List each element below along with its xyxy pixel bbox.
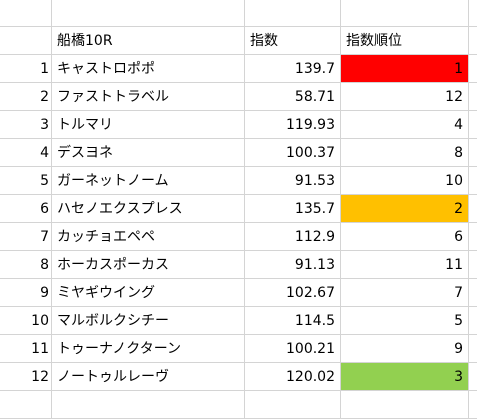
- index-value-cell[interactable]: 58.71: [245, 83, 341, 111]
- table-row: 12 ノートゥルレーヴ 120.02 3: [0, 363, 477, 391]
- rank-cell[interactable]: 4: [341, 111, 469, 139]
- table-row: 3 トルマリ 119.93 4: [0, 111, 477, 139]
- cell[interactable]: [469, 195, 477, 223]
- horse-name-cell[interactable]: トゥーナノクターン: [52, 335, 245, 363]
- rank-cell-highlighted[interactable]: 1: [341, 55, 469, 83]
- horse-name-cell[interactable]: トルマリ: [52, 111, 245, 139]
- cell[interactable]: [469, 111, 477, 139]
- cell[interactable]: [469, 251, 477, 279]
- header-number-cell[interactable]: [0, 27, 52, 55]
- cell[interactable]: [52, 391, 245, 419]
- table-row: 4 デスヨネ 100.37 8: [0, 139, 477, 167]
- header-rank-cell[interactable]: 指数順位: [341, 27, 469, 55]
- index-value-cell[interactable]: 135.7: [245, 195, 341, 223]
- cell[interactable]: [469, 391, 477, 419]
- horse-name-cell[interactable]: ハセノエクスプレス: [52, 195, 245, 223]
- cell[interactable]: [469, 83, 477, 111]
- horse-name-cell[interactable]: カッチョエペペ: [52, 223, 245, 251]
- row-number-cell[interactable]: 7: [0, 223, 52, 251]
- table-row: 11 トゥーナノクターン 100.21 9: [0, 335, 477, 363]
- horse-name-cell[interactable]: ノートゥルレーヴ: [52, 363, 245, 391]
- row-number-cell[interactable]: 6: [0, 195, 52, 223]
- rank-cell[interactable]: 8: [341, 139, 469, 167]
- cell[interactable]: [52, 0, 245, 27]
- header-name-cell[interactable]: 船橋10R: [52, 27, 245, 55]
- table-row: 9 ミヤギウイング 102.67 7: [0, 279, 477, 307]
- row-number-cell[interactable]: 10: [0, 307, 52, 335]
- cell[interactable]: [341, 0, 469, 27]
- row-number-cell[interactable]: 8: [0, 251, 52, 279]
- rank-cell[interactable]: 7: [341, 279, 469, 307]
- spacer-row: [0, 391, 477, 419]
- cell[interactable]: [341, 391, 469, 419]
- horse-name-cell[interactable]: マルボルクシチー: [52, 307, 245, 335]
- row-number-cell[interactable]: 2: [0, 83, 52, 111]
- index-value-cell[interactable]: 120.02: [245, 363, 341, 391]
- row-number-cell[interactable]: 4: [0, 139, 52, 167]
- table-row: 5 ガーネットノーム 91.53 10: [0, 167, 477, 195]
- rank-cell[interactable]: 9: [341, 335, 469, 363]
- horse-name-cell[interactable]: デスヨネ: [52, 139, 245, 167]
- cell[interactable]: [469, 335, 477, 363]
- index-value-cell[interactable]: 91.53: [245, 167, 341, 195]
- cell[interactable]: [469, 307, 477, 335]
- index-value-cell[interactable]: 102.67: [245, 279, 341, 307]
- cell[interactable]: [469, 363, 477, 391]
- cell[interactable]: [469, 223, 477, 251]
- cell[interactable]: [469, 139, 477, 167]
- index-value-cell[interactable]: 119.93: [245, 111, 341, 139]
- index-value-cell[interactable]: 100.37: [245, 139, 341, 167]
- cell[interactable]: [0, 0, 52, 27]
- table-row: 10 マルボルクシチー 114.5 5: [0, 307, 477, 335]
- table-row: 1 キャストロポポ 139.7 1: [0, 55, 477, 83]
- index-value-cell[interactable]: 139.7: [245, 55, 341, 83]
- table-row: 2 ファストトラベル 58.71 12: [0, 83, 477, 111]
- row-number-cell[interactable]: 11: [0, 335, 52, 363]
- cell[interactable]: [469, 0, 477, 27]
- rank-cell[interactable]: 5: [341, 307, 469, 335]
- row-number-cell[interactable]: 9: [0, 279, 52, 307]
- rank-cell[interactable]: 12: [341, 83, 469, 111]
- cell[interactable]: [469, 27, 477, 55]
- rank-cell[interactable]: 11: [341, 251, 469, 279]
- cell[interactable]: [469, 55, 477, 83]
- rank-cell[interactable]: 6: [341, 223, 469, 251]
- index-value-cell[interactable]: 114.5: [245, 307, 341, 335]
- index-value-cell[interactable]: 112.9: [245, 223, 341, 251]
- row-number-cell[interactable]: 3: [0, 111, 52, 139]
- horse-name-cell[interactable]: キャストロポポ: [52, 55, 245, 83]
- header-index-cell[interactable]: 指数: [245, 27, 341, 55]
- cell[interactable]: [245, 391, 341, 419]
- horse-name-cell[interactable]: ホーカスポーカス: [52, 251, 245, 279]
- spacer-row: [0, 0, 477, 27]
- horse-name-cell[interactable]: ファストトラベル: [52, 83, 245, 111]
- index-value-cell[interactable]: 100.21: [245, 335, 341, 363]
- horse-name-cell[interactable]: ガーネットノーム: [52, 167, 245, 195]
- table-row: 7 カッチョエペペ 112.9 6: [0, 223, 477, 251]
- cell[interactable]: [0, 391, 52, 419]
- table-row: 8 ホーカスポーカス 91.13 11: [0, 251, 477, 279]
- cell[interactable]: [469, 167, 477, 195]
- row-number-cell[interactable]: 1: [0, 55, 52, 83]
- index-value-cell[interactable]: 91.13: [245, 251, 341, 279]
- rank-cell-highlighted[interactable]: 2: [341, 195, 469, 223]
- header-row: 船橋10R 指数 指数順位: [0, 27, 477, 55]
- table-row: 6 ハセノエクスプレス 135.7 2: [0, 195, 477, 223]
- rank-cell-highlighted[interactable]: 3: [341, 363, 469, 391]
- rank-cell[interactable]: 10: [341, 167, 469, 195]
- row-number-cell[interactable]: 5: [0, 167, 52, 195]
- cell[interactable]: [469, 279, 477, 307]
- row-number-cell[interactable]: 12: [0, 363, 52, 391]
- horse-name-cell[interactable]: ミヤギウイング: [52, 279, 245, 307]
- cell[interactable]: [245, 0, 341, 27]
